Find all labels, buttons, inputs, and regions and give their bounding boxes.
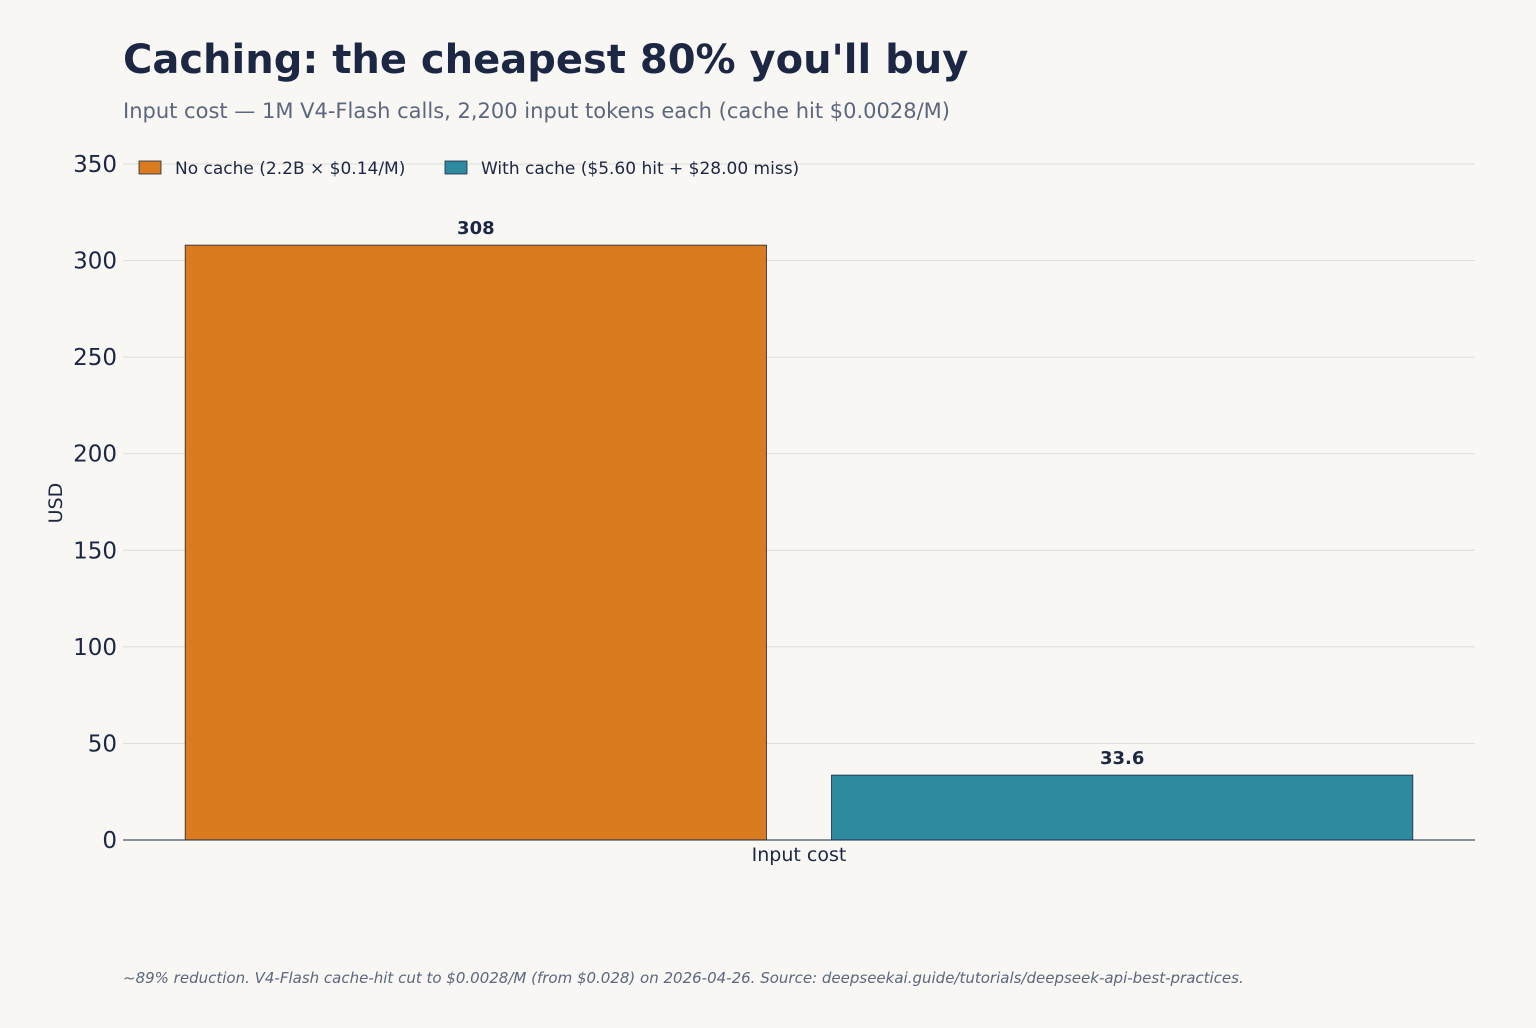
bar-value-labels: 308 33.6 bbox=[457, 218, 1144, 769]
y-tick-label: 300 bbox=[73, 249, 117, 275]
y-tick-label: 100 bbox=[73, 635, 117, 661]
legend-label-with-cache: With cache ($5.60 hit + $28.00 miss) bbox=[481, 159, 799, 179]
legend-swatch-no-cache bbox=[138, 160, 162, 175]
bar-0 bbox=[184, 244, 767, 841]
x-tick-label: Input cost bbox=[752, 844, 847, 866]
y-axis-ticks: 0 50 100 150 200 250 300 350 bbox=[73, 152, 117, 854]
legend-label-no-cache: No cache (2.2B × $0.14/M) bbox=[175, 159, 405, 179]
footnote: ~89% reduction. V4-Flash cache-hit cut t… bbox=[123, 969, 1244, 987]
chart-subtitle: Input cost — 1M V4-Flash calls, 2,200 in… bbox=[123, 99, 950, 123]
legend-swatch-with-cache bbox=[444, 160, 468, 175]
bar-value-label: 33.6 bbox=[1100, 748, 1144, 769]
y-tick-label: 0 bbox=[102, 828, 117, 854]
y-tick-label: 200 bbox=[73, 442, 117, 468]
y-tick-label: 150 bbox=[73, 538, 117, 564]
bar-1 bbox=[831, 774, 1414, 841]
y-tick-label: 350 bbox=[73, 152, 117, 178]
bars bbox=[184, 244, 1414, 841]
y-tick-label: 50 bbox=[88, 731, 117, 757]
chart-title: Caching: the cheapest 80% you'll buy bbox=[123, 37, 968, 83]
y-tick-label: 250 bbox=[73, 345, 117, 371]
bar-value-label: 308 bbox=[457, 218, 495, 239]
legend: No cache (2.2B × $0.14/M) With cache ($5… bbox=[138, 159, 799, 179]
y-axis-label: USD bbox=[45, 483, 67, 524]
